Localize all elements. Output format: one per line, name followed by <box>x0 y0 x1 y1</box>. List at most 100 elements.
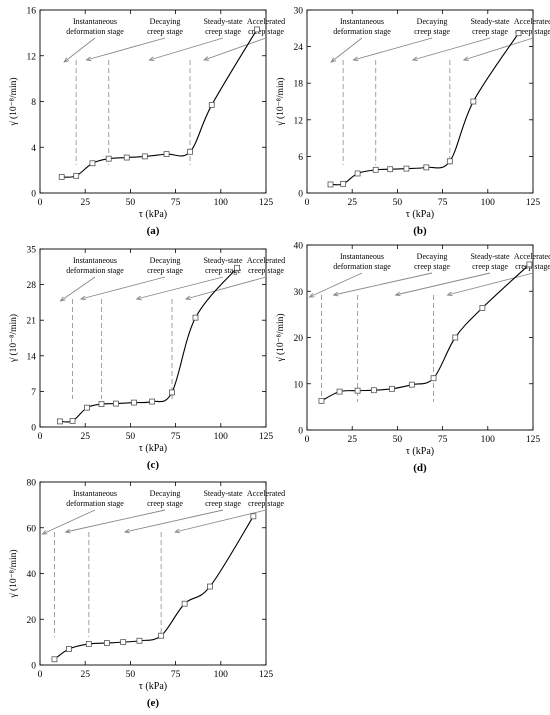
data-point <box>105 155 112 162</box>
panel-label: (c) <box>147 459 160 471</box>
y-tick-label: 30 <box>294 288 304 298</box>
x-tick-label: 50 <box>393 435 403 445</box>
annotation-arrow <box>395 272 491 296</box>
annotation-arrow <box>333 272 433 296</box>
series-curve <box>61 29 258 178</box>
annotation-arrowhead <box>59 296 66 302</box>
annotation-arrow <box>42 509 96 535</box>
annotation-arrow <box>353 37 433 61</box>
x-axis-label: τ (kPa) <box>139 443 167 454</box>
annotation-arrowhead <box>63 57 70 63</box>
stage-label: creep stage <box>205 27 241 36</box>
x-tick-label: 50 <box>126 670 136 680</box>
data-point <box>113 400 119 407</box>
x-tick-label: 0 <box>38 432 43 442</box>
x-tick-label: 0 <box>305 198 310 208</box>
data-point <box>403 165 410 172</box>
annotation-arrow <box>124 509 224 533</box>
x-tick-label: 75 <box>438 198 448 208</box>
data-point <box>327 181 334 188</box>
data-point <box>207 583 213 590</box>
stage-label: creep stage <box>147 266 183 275</box>
y-tick-label: 0 <box>31 424 36 434</box>
data-point <box>69 417 76 424</box>
x-tick-label: 125 <box>526 198 541 208</box>
data-point <box>336 388 343 395</box>
panel-label: (e) <box>147 697 160 709</box>
annotation-arrow <box>63 37 96 63</box>
plot-frame <box>306 244 534 431</box>
annotation-arrowhead <box>352 56 359 62</box>
data-point <box>387 166 394 173</box>
data-point <box>66 646 72 652</box>
stage-label: Steady-state <box>470 17 510 26</box>
y-axis-label: γ̇ (10⁻⁸/min) <box>8 77 19 126</box>
x-tick-label: 25 <box>347 198 357 208</box>
stage-label: Accelerated <box>247 256 285 265</box>
annotation-arrowhead <box>135 295 142 301</box>
x-axis-label: τ (kPa) <box>139 209 167 220</box>
data-point <box>515 30 522 37</box>
annotation-arrow <box>175 509 267 533</box>
y-tick-label: 20 <box>27 616 37 626</box>
x-tick-label: 100 <box>214 198 229 208</box>
annotation-arrowhead <box>308 293 315 298</box>
y-tick-label: 8 <box>31 98 36 108</box>
annotation-arrowhead <box>123 528 130 534</box>
annotation-arrow <box>412 37 491 61</box>
x-tick-label: 25 <box>347 435 357 445</box>
y-tick-label: 80 <box>27 479 37 489</box>
annotation-arrow <box>309 272 363 298</box>
y-tick-label: 10 <box>294 380 304 390</box>
x-tick-label: 125 <box>526 435 541 445</box>
y-tick-label: 21 <box>27 317 37 327</box>
stage-label: Instantaneous <box>340 17 384 26</box>
x-tick-label: 0 <box>38 670 43 680</box>
stage-label: creep stage <box>147 499 183 508</box>
y-tick-label: 0 <box>31 662 36 672</box>
x-tick-label: 50 <box>393 198 403 208</box>
stage-label: Instantaneous <box>73 17 117 26</box>
y-tick-label: 35 <box>27 246 37 256</box>
data-point <box>123 154 130 161</box>
data-point <box>370 387 377 394</box>
data-point <box>354 387 361 394</box>
data-point <box>430 375 437 382</box>
stage-label: creep stage <box>248 266 284 275</box>
stage-label: deformation stage <box>333 262 391 271</box>
data-point <box>56 418 63 425</box>
x-tick-label: 75 <box>171 670 181 680</box>
data-point <box>372 166 379 173</box>
annotation-arrow <box>447 272 534 296</box>
annotation-arrow <box>185 276 267 300</box>
data-point <box>423 164 430 171</box>
y-tick-label: 18 <box>294 80 304 90</box>
data-point <box>51 656 58 663</box>
stage-label: Accelerated <box>247 17 285 26</box>
annotation-arrowhead <box>184 295 191 301</box>
annotation-arrowhead <box>332 291 339 297</box>
x-tick-label: 25 <box>80 432 90 442</box>
stage-label: Decaying <box>150 489 181 498</box>
stage-label: Steady-state <box>203 489 243 498</box>
data-point <box>58 174 65 180</box>
annotation-arrowhead <box>462 56 469 61</box>
data-point <box>408 381 415 388</box>
stage-label: creep stage <box>414 262 450 271</box>
data-point <box>254 26 260 33</box>
annotation-arrowhead <box>174 528 181 534</box>
stage-label: Steady-state <box>470 252 510 261</box>
data-point <box>84 404 90 411</box>
chart-panel: 0 25 50 75 100 125 0 4 8 12 16 τ (kPa) γ̇ (10⁻⁸/min)… <box>8 7 285 238</box>
annotation-arrow <box>330 37 363 63</box>
series-curve <box>330 32 519 186</box>
stage-label: Steady-state <box>203 17 243 26</box>
x-tick-label: 100 <box>481 198 496 208</box>
stage-label: creep stage <box>472 27 508 36</box>
chart-panel: 0 25 50 75 100 125 0 6 12 18 24 30 τ (kPa) γ̇ (10⁻⁸/m… <box>275 7 550 238</box>
annotation-arrow <box>86 37 166 61</box>
y-tick-label: 12 <box>27 52 37 62</box>
annotation-arrow <box>149 37 224 61</box>
data-point <box>181 600 188 607</box>
